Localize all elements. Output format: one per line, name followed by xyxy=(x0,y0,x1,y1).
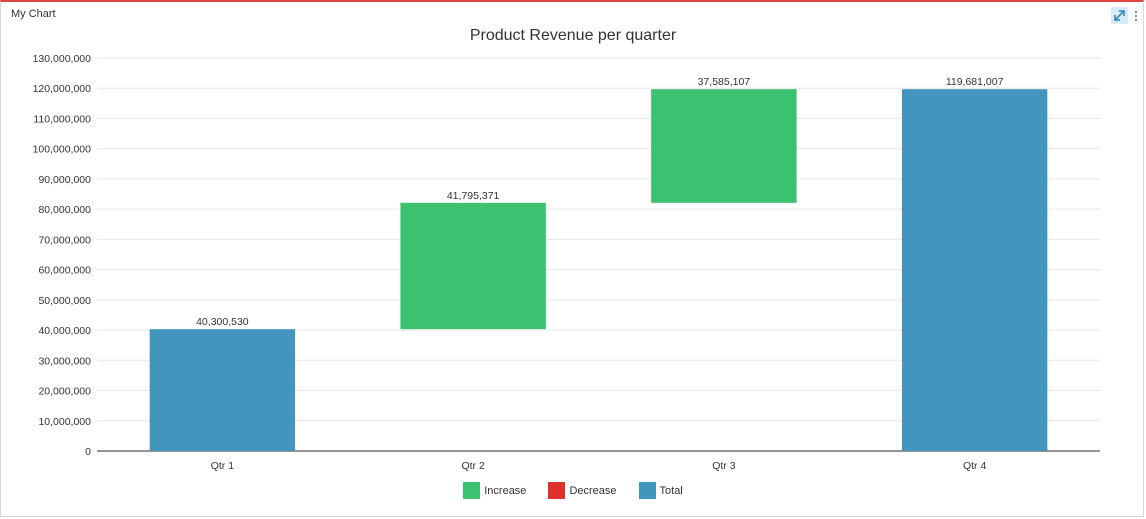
bars xyxy=(149,89,1048,452)
chart-title: Product Revenue per quarter xyxy=(469,27,677,44)
x-tick-label: Qtr 2 xyxy=(461,460,484,472)
legend-item-decrease[interactable]: Decrease xyxy=(548,482,617,499)
more-vertical-icon-dot xyxy=(1135,14,1137,17)
legend-swatch xyxy=(638,482,656,499)
bar-qtr-4[interactable] xyxy=(901,89,1048,452)
y-tick-label: 90,000,000 xyxy=(38,174,91,186)
bar-qtr-3[interactable] xyxy=(651,89,797,203)
legend-item-total[interactable]: Total xyxy=(638,482,683,499)
legend-swatch xyxy=(548,482,566,499)
y-tick-label: 40,000,000 xyxy=(38,325,91,337)
legend-item-increase[interactable]: Increase xyxy=(463,482,526,499)
panel-title: My Chart xyxy=(11,8,56,20)
y-tick-label: 120,000,000 xyxy=(33,83,92,95)
y-tick-label: 50,000,000 xyxy=(38,295,91,307)
y-tick-label: 110,000,000 xyxy=(33,113,91,125)
more-vertical-icon xyxy=(1135,10,1137,13)
more-options-button[interactable] xyxy=(1132,7,1140,24)
bar-qtr-2[interactable] xyxy=(400,202,546,330)
y-tick-label: 60,000,000 xyxy=(38,265,91,277)
x-tick-label: Qtr 3 xyxy=(712,460,735,472)
x-tick-label: Qtr 1 xyxy=(211,460,234,472)
legend-label: Increase xyxy=(484,484,527,497)
y-tick-label: 20,000,000 xyxy=(38,386,91,398)
y-tick-label: 100,000,000 xyxy=(33,144,92,156)
x-axis-ticks: Qtr 1 Qtr 2 Qtr 3 Qtr 4 xyxy=(211,460,987,472)
legend-label: Decrease xyxy=(569,484,617,497)
legend-swatch xyxy=(463,482,481,499)
y-tick-label: 30,000,000 xyxy=(38,355,91,367)
expand-button[interactable] xyxy=(1111,7,1128,24)
data-label: 37,585,107 xyxy=(698,76,751,88)
legend: Increase Decrease Total xyxy=(0,482,1146,499)
more-vertical-icon-dot xyxy=(1135,18,1137,21)
y-tick-label: 0 xyxy=(85,446,91,458)
data-labels: 40,300,530 41,795,371 37,585,107 119,681,00… xyxy=(196,76,1003,328)
y-tick-label: 10,000,000 xyxy=(38,416,91,428)
data-label: 41,795,371 xyxy=(447,190,500,202)
y-tick-label: 70,000,000 xyxy=(38,234,91,246)
data-label: 40,300,530 xyxy=(196,316,249,328)
y-axis-ticks: 0 10,000,000 20,000,000 30,000,000 40,000,00… xyxy=(33,53,92,458)
bar-qtr-1[interactable] xyxy=(149,329,296,451)
x-tick-label: Qtr 4 xyxy=(963,460,986,472)
expand-icon xyxy=(1114,10,1125,21)
y-tick-label: 130,000,000 xyxy=(33,53,92,65)
data-label: 119,681,007 xyxy=(946,76,1004,88)
y-tick-label: 80,000,000 xyxy=(38,204,91,216)
legend-label: Total xyxy=(659,484,683,497)
